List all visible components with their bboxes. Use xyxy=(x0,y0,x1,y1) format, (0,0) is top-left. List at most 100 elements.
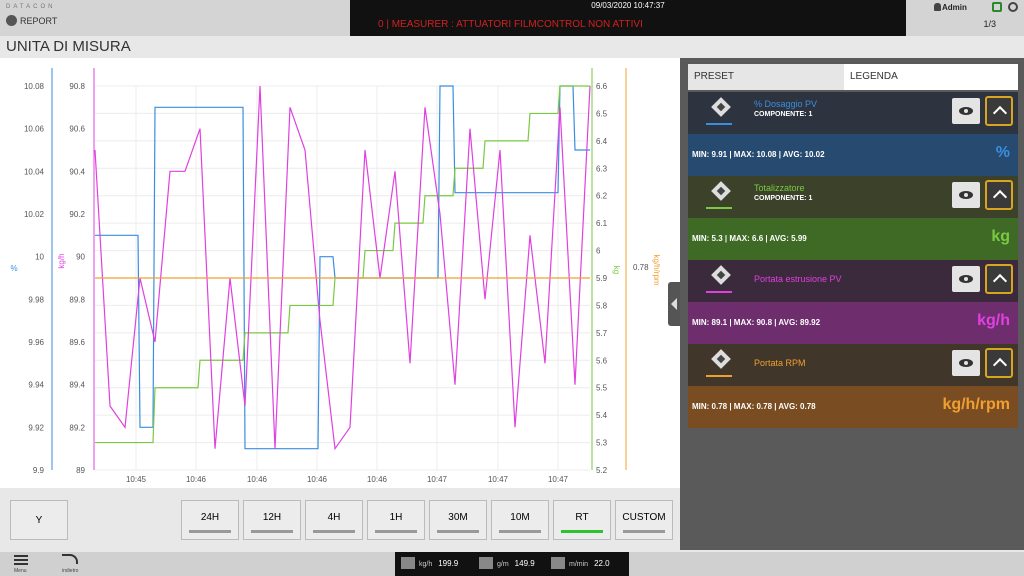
menu-label: Menu xyxy=(14,568,27,574)
y-tick-label: 9.96 xyxy=(28,338,44,347)
y-tick-label: 10.06 xyxy=(24,125,45,134)
tab-preset[interactable]: PRESET xyxy=(688,64,844,90)
range-button-30m[interactable]: 30M xyxy=(429,500,487,540)
x-tick-label: 10:47 xyxy=(427,475,448,484)
y-tick-label: 6.6 xyxy=(596,82,608,91)
metric-unit: kg/h xyxy=(419,561,433,568)
report-nav[interactable]: REPORT xyxy=(6,15,57,26)
y-tick-label: 90.8 xyxy=(69,82,85,91)
series-name: % Dosaggio PV xyxy=(754,99,818,109)
metric-value: 199.9 xyxy=(438,559,459,568)
y-axis-button[interactable]: Y xyxy=(10,500,68,540)
x-tick-label: 10:47 xyxy=(488,475,509,484)
axis-title: kg xyxy=(612,266,621,274)
y-tick-label: 5.9 xyxy=(596,274,608,283)
report-icon xyxy=(6,15,17,26)
legend-header: % Dosaggio PV COMPONENTE: 1 xyxy=(688,92,1018,134)
chevron-up-icon[interactable] xyxy=(985,96,1013,126)
series-component: COMPONENTE: 1 xyxy=(754,195,813,202)
metric-value: 149.9 xyxy=(514,559,535,568)
page-title: UNITA DI MISURA xyxy=(6,38,131,55)
legend-header: Portata estrusione PV xyxy=(688,260,1018,302)
series-name: Portata estrusione PV xyxy=(754,274,842,284)
chevron-up-icon[interactable] xyxy=(985,264,1013,294)
legend-header: Portata RPM xyxy=(688,344,1018,386)
component-icon xyxy=(711,181,731,201)
chevron-up-icon[interactable] xyxy=(985,348,1013,378)
x-tick-label: 10:45 xyxy=(126,475,147,484)
menu-icon[interactable] xyxy=(14,555,28,565)
component-icon xyxy=(711,265,731,285)
x-tick-label: 10:46 xyxy=(307,475,328,484)
y-tick-label: 6.3 xyxy=(596,164,608,173)
axis-title: % xyxy=(10,264,17,273)
y-tick-label: 9.94 xyxy=(28,381,44,390)
legend-stats-row: MIN: 89.1 | MAX: 90.8 | AVG: 89.92 kg/h xyxy=(688,302,1018,344)
speed-icon xyxy=(551,557,565,569)
chart-area[interactable]: 10.08 10.06 10.04 10.02 10 9.98 9.96 9.94 9.92 9.… xyxy=(0,58,680,488)
x-tick-label: 10:47 xyxy=(548,475,569,484)
panel-collapse-handle[interactable] xyxy=(668,282,680,326)
right-panel: PRESET LEGENDA % Dosaggio PV COMPONENTE:… xyxy=(680,58,1024,550)
series-unit: kg/h/rpm xyxy=(942,396,1010,413)
y-tick-label: 5.8 xyxy=(596,301,608,310)
eye-icon[interactable] xyxy=(952,182,980,208)
back-label: indietro xyxy=(62,568,79,574)
range-button-12h[interactable]: 12H xyxy=(243,500,301,540)
legend-stats-row: MIN: 9.91 | MAX: 10.08 | AVG: 10.02 % xyxy=(688,134,1018,176)
power-icon[interactable] xyxy=(1008,2,1018,12)
y-tick-label: 90.4 xyxy=(69,167,85,176)
alarm-message[interactable]: 0 | MEASURER : ATTUATORI FILMCONTROL NON… xyxy=(378,19,643,30)
legend-stats-row: MIN: 0.78 | MAX: 0.78 | AVG: 0.78 kg/h/r… xyxy=(688,386,1018,428)
y-tick-label: 10.04 xyxy=(24,167,45,176)
report-label: REPORT xyxy=(20,15,58,26)
y-tick-label: 9.92 xyxy=(28,423,44,432)
eye-icon[interactable] xyxy=(952,350,980,376)
y-tick-label: 90 xyxy=(76,253,85,262)
y-tick-label: 89 xyxy=(76,466,85,475)
brand-logo: DATACON xyxy=(6,4,56,10)
range-button-rt[interactable]: RT xyxy=(553,500,611,540)
component-icon xyxy=(711,97,731,117)
y-tick-label: 10.08 xyxy=(24,82,45,91)
range-button-4h[interactable]: 4H xyxy=(305,500,363,540)
component-icon xyxy=(711,349,731,369)
back-arrow-icon[interactable] xyxy=(62,554,78,564)
y-tick-label: 6.4 xyxy=(596,137,608,146)
series-stats: MIN: 9.91 | MAX: 10.08 | AVG: 10.02 xyxy=(692,150,825,159)
y-tick-label: 6.1 xyxy=(596,219,608,228)
series-swatch xyxy=(706,291,732,293)
series-line xyxy=(94,85,591,451)
metric-value: 22.0 xyxy=(594,559,610,568)
y-tick-label: 89.8 xyxy=(69,295,85,304)
eye-icon[interactable] xyxy=(952,266,980,292)
range-button-10m[interactable]: 10M xyxy=(491,500,549,540)
range-button-1h[interactable]: 1H xyxy=(367,500,425,540)
legend-header: Totalizzatore COMPONENTE: 1 xyxy=(688,176,1018,218)
multi-axis-line-chart[interactable]: 10.0810.0610.0410.02109.989.969.949.929.… xyxy=(0,58,680,488)
axis-title: kg/h xyxy=(57,253,66,268)
series-swatch xyxy=(706,375,732,377)
x-tick-label: 10:46 xyxy=(247,475,268,484)
user-name[interactable]: Admin xyxy=(942,3,967,12)
chevron-up-icon[interactable] xyxy=(985,180,1013,210)
x-tick-label: 10:46 xyxy=(367,475,388,484)
series-line xyxy=(95,85,590,444)
range-button-24h[interactable]: 24H xyxy=(181,500,239,540)
eye-icon[interactable] xyxy=(952,98,980,124)
range-button-custom[interactable]: CUSTOM xyxy=(615,500,673,540)
y-tick-label: 5.4 xyxy=(596,411,608,420)
y-tick-label: 10.02 xyxy=(24,210,45,219)
user-area: Admin 1/3 xyxy=(906,0,1024,36)
series-unit: kg/h xyxy=(977,312,1010,329)
tab-legenda[interactable]: LEGENDA xyxy=(844,64,1018,90)
y-tick-label: 9.9 xyxy=(33,466,45,475)
y-tick-label: 6.5 xyxy=(596,109,608,118)
y-tick-label: 5.3 xyxy=(596,439,608,448)
x-tick-label: 10:46 xyxy=(186,475,207,484)
throughput-icon xyxy=(401,557,415,569)
footer-bar: Menu indietro kg/h 199.9 g/m 149.9 m/min 22… xyxy=(0,552,1024,576)
y-tick-label: 89.2 xyxy=(69,423,85,432)
metric-unit: g/m xyxy=(497,561,509,568)
logout-icon[interactable] xyxy=(992,2,1002,12)
